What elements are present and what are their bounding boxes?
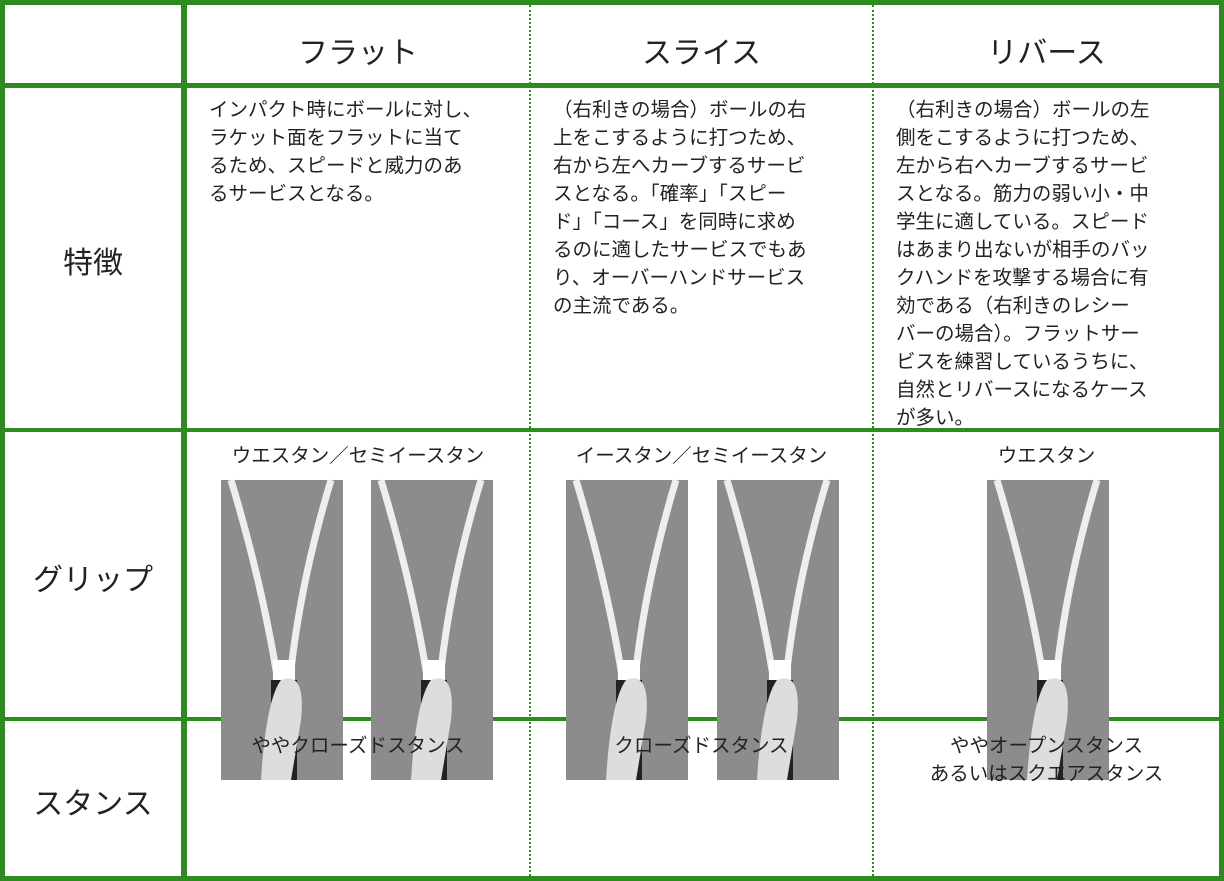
- border: [0, 428, 1224, 432]
- cell-text: はあまり出ないが相手のバッ: [896, 238, 1150, 261]
- cell-text: 上をこするように打つため、: [553, 126, 807, 149]
- cell-text: の主流である。: [553, 294, 690, 317]
- cell-text: るため、スピードと威力のあ: [209, 154, 463, 177]
- cell-text: クローズドスタンス: [614, 734, 789, 757]
- cell-text: 左から右へカーブするサービ: [896, 154, 1149, 177]
- column-header: スライス: [641, 36, 762, 71]
- cell-text: るのに適したサービスでもあ: [553, 238, 807, 261]
- cell-text: ド」「コース」を同時に求め: [553, 210, 796, 233]
- border: [1219, 0, 1224, 881]
- cell-text: 自然とリバースになるケース: [896, 378, 1148, 401]
- divider: [529, 5, 531, 876]
- cell-text: あるいはスクエアスタンス: [929, 762, 1164, 785]
- cell-text: ウエスタン／セミイースタン: [231, 444, 485, 467]
- cell-text: るサービスとなる。: [209, 182, 384, 205]
- cell-text: 学生に適している。スピード: [896, 210, 1149, 233]
- cell-text: イースタン／セミイースタン: [575, 444, 828, 467]
- cell-text: バーの場合）。フラットサー: [896, 322, 1140, 345]
- column-header: フラット: [298, 36, 418, 71]
- cell-text: ややオープンスタンス: [949, 734, 1144, 757]
- cell-text: 側をこするように打つため、: [896, 126, 1150, 149]
- column-header: リバース: [987, 36, 1106, 71]
- cell-text: ややクローズドスタンス: [251, 734, 465, 757]
- cell-text: が多い。: [896, 406, 975, 429]
- border: [181, 0, 187, 881]
- cell-text: 効である（右利きのレシー: [896, 294, 1130, 317]
- border: [0, 0, 5, 881]
- border: [0, 83, 1224, 88]
- row-label: グリップ: [33, 562, 153, 598]
- cell-text: （右利きの場合）ボールの左: [896, 98, 1150, 121]
- cell-text: クハンドを攻撃する場合に有: [896, 266, 1149, 289]
- border: [0, 876, 1224, 881]
- cell-text: スとなる。「確率」「スピー: [553, 182, 787, 205]
- cell-text: スとなる。筋力の弱い小・中: [896, 182, 1149, 205]
- row-label: 特徴: [63, 246, 123, 281]
- cell-text: 右から左へカーブするサービ: [553, 154, 806, 177]
- border: [0, 0, 1224, 5]
- cell-text: ビスを練習しているうちに、: [896, 350, 1149, 373]
- cell-text: ウエスタン: [997, 444, 1096, 467]
- cell-text: ラケット面をフラットに当て: [209, 126, 463, 149]
- row-label: スタンス: [33, 786, 153, 822]
- cell-text: インパクト時にボールに対し、: [209, 98, 483, 121]
- cell-text: り、オーバーハンドサービス: [553, 266, 806, 289]
- divider: [872, 5, 874, 876]
- cell-text: （右利きの場合）ボールの右: [553, 98, 807, 121]
